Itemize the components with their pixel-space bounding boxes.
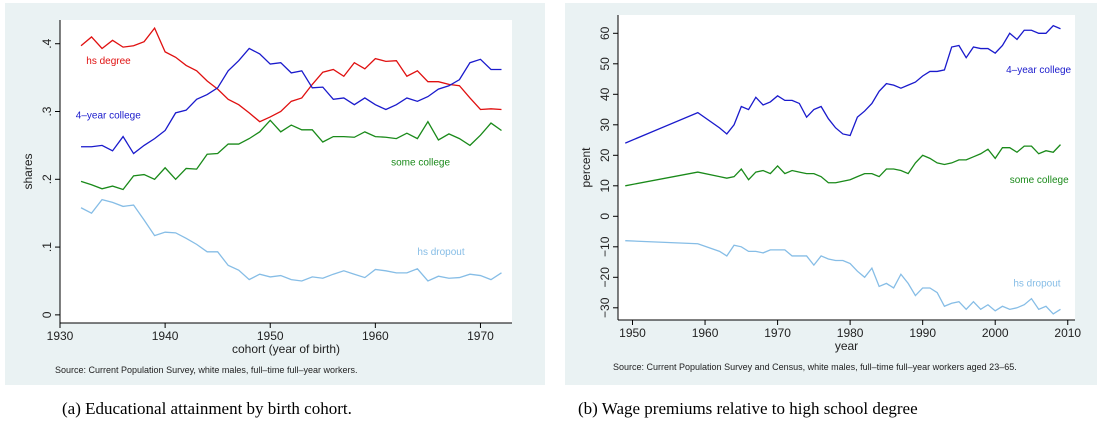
y-tick-label: .3 <box>40 106 54 116</box>
x-tick-label: 1930 <box>47 329 74 343</box>
y-tick-label: .2 <box>40 174 54 184</box>
y-tick-label: 50 <box>598 57 612 71</box>
x-tick-label: 2010 <box>1054 326 1081 340</box>
line-series <box>625 240 1061 315</box>
line-series <box>80 198 502 282</box>
x-axis-title: year <box>835 339 858 353</box>
series-label: hs dropout <box>417 247 464 258</box>
line-series <box>80 119 502 191</box>
y-tick-label: −30 <box>598 297 612 318</box>
y-tick-label: .1 <box>40 242 54 252</box>
y-tick-label: 0 <box>598 213 612 220</box>
x-tick-label: 1960 <box>362 329 389 343</box>
y-tick-label: −10 <box>598 236 612 257</box>
x-tick-label: 1960 <box>692 326 719 340</box>
series-label: hs dropout <box>1013 278 1060 289</box>
y-tick-label: 20 <box>598 148 612 162</box>
y-axis-title: shares <box>21 153 35 189</box>
x-tick-label: 1950 <box>257 329 284 343</box>
y-tick-label: 30 <box>598 118 612 132</box>
line-series <box>80 26 502 123</box>
line-series <box>625 144 1061 187</box>
series-label: hs degree <box>86 56 131 67</box>
y-axis-title: percent <box>579 147 593 188</box>
x-tick-label: 1970 <box>764 326 791 340</box>
x-axis-title: cohort (year of birth) <box>232 342 340 356</box>
x-tick-label: 2000 <box>982 326 1009 340</box>
y-tick-label: 40 <box>598 87 612 101</box>
y-tick-label: 60 <box>598 26 612 40</box>
x-tick-label: 1940 <box>152 329 179 343</box>
y-tick-label: −20 <box>598 267 612 288</box>
y-tick-label: 0 <box>40 311 54 318</box>
series-label: some college <box>391 158 450 169</box>
x-tick-label: 1980 <box>837 326 864 340</box>
plot-area <box>60 20 512 323</box>
source-note: Source: Current Population Survey, white… <box>55 365 357 375</box>
series-label: 4–year college <box>1006 65 1071 76</box>
series-label: 4–year college <box>76 110 141 121</box>
source-note: Source: Current Population Survey and Ce… <box>613 362 1017 372</box>
y-tick-label: .4 <box>40 38 54 48</box>
series-label: some college <box>1010 175 1069 186</box>
y-tick-label: 10 <box>598 179 612 193</box>
x-tick-label: 1950 <box>619 326 646 340</box>
line-series <box>625 24 1061 144</box>
x-tick-label: 1990 <box>909 326 936 340</box>
line-series <box>81 47 502 155</box>
caption: (b) Wage premiums relative to high schoo… <box>578 399 918 418</box>
caption: (a) Educational attainment by birth coho… <box>62 399 352 418</box>
x-tick-label: 1970 <box>467 329 494 343</box>
plot-area <box>618 15 1075 320</box>
